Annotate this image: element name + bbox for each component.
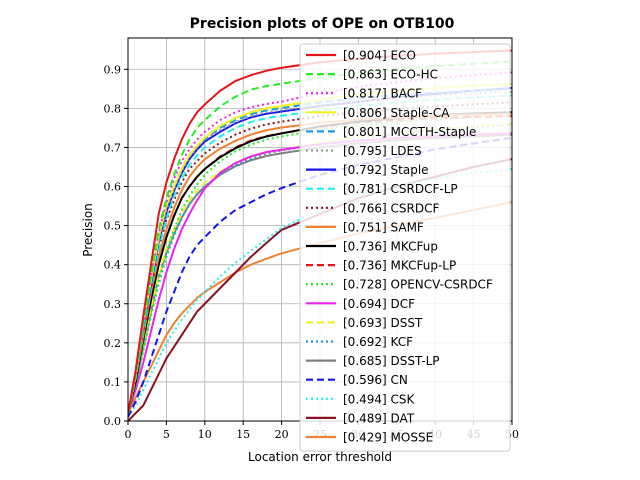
y-tick-label: 0.0 — [104, 415, 122, 428]
y-tick-label: 0.6 — [104, 181, 122, 194]
legend-entry: [0.766] CSRDCF — [343, 201, 439, 215]
legend-entry: [0.494] CSK — [343, 392, 416, 406]
legend-box — [299, 43, 511, 452]
legend-entry: [0.693] DSST — [343, 316, 423, 330]
y-tick-label: 0.8 — [104, 102, 122, 115]
legend-entry: [0.751] SAMF — [343, 220, 424, 234]
x-tick-label: 20 — [275, 428, 289, 441]
legend-entry: [0.692] KCF — [343, 335, 413, 349]
y-tick-label: 0.4 — [104, 259, 122, 272]
series-line-dsst — [128, 122, 512, 414]
legend-entry: [0.904] ECO — [343, 49, 416, 63]
x-tick-label: 15 — [236, 428, 250, 441]
y-axis-label: Precision — [81, 203, 95, 257]
legend-entry: [0.489] DAT — [343, 411, 415, 425]
y-tick-label: 0.2 — [104, 337, 122, 350]
legend-entry: [0.736] MKCFup — [343, 240, 438, 254]
series-line-csrdcf-lp — [128, 94, 512, 414]
x-axis-label: Location error threshold — [248, 450, 392, 464]
legend-entry: [0.694] DCF — [343, 297, 415, 311]
legend-entry: [0.863] ECO-HC — [343, 68, 438, 82]
legend-entry: [0.806] Staple-CA — [343, 106, 450, 120]
legend: [0.904] ECO [0.863] ECO-HC [0.817] BACF [0.… — [299, 43, 511, 452]
chart-title: Precision plots of OPE on OTB100 — [190, 16, 455, 32]
x-tick-label: 10 — [198, 428, 212, 441]
x-tick-label: 0 — [125, 428, 132, 441]
x-tick-label: 5 — [163, 428, 170, 441]
y-tick-label: 0.3 — [104, 298, 122, 311]
legend-entry: [0.728] OPENCV-CSRDCF — [343, 278, 493, 292]
legend-entry: [0.736] MKCFup-LP — [343, 259, 456, 273]
legend-entry: [0.795] LDES — [343, 144, 422, 158]
legend-entry: [0.781] CSRDCF-LP — [343, 182, 458, 196]
legend-entry: [0.817] BACF — [343, 87, 422, 101]
legend-entry: [0.596] CN — [343, 373, 408, 387]
y-tick-label: 0.5 — [104, 220, 122, 233]
legend-entry: [0.801] MCCTH-Staple — [343, 125, 476, 139]
legend-entry: [0.429] MOSSE — [343, 431, 433, 445]
y-tick-label: 0.7 — [104, 141, 122, 154]
y-tick-label: 0.9 — [104, 63, 122, 76]
legend-entry: [0.792] Staple — [343, 163, 429, 177]
y-tick-label: 0.1 — [104, 376, 122, 389]
legend-entry: [0.685] DSST-LP — [343, 354, 440, 368]
